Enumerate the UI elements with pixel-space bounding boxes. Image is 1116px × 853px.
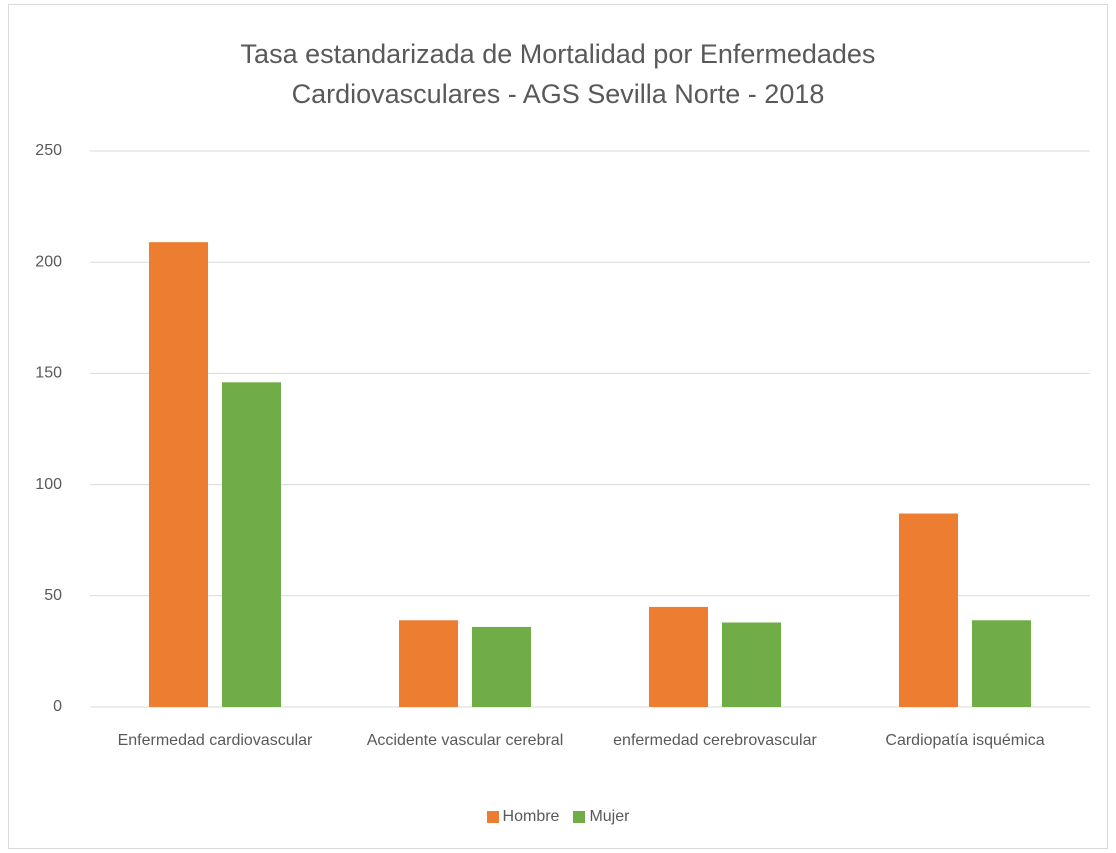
y-tick-label: 50 [44, 587, 62, 604]
y-tick-label: 100 [35, 476, 62, 493]
bar [399, 620, 458, 707]
y-tick-label: 250 [35, 142, 62, 159]
legend-label: Mujer [589, 808, 630, 825]
y-tick-label: 0 [53, 698, 62, 715]
legend-label: Hombre [502, 808, 560, 825]
x-tick-label: enfermedad cerebrovascular [613, 732, 817, 749]
y-tick-label: 200 [35, 253, 62, 270]
legend-swatch [486, 811, 499, 823]
bar [472, 626, 531, 707]
legend-swatch [573, 811, 586, 823]
bar [899, 513, 958, 707]
legend-item: Mujer [573, 808, 629, 826]
bar [649, 606, 708, 707]
legend: Hombre Mujer [0, 808, 1116, 826]
x-tick-label: Accidente vascular cerebral [366, 732, 564, 749]
bar [149, 242, 208, 707]
legend-item: Hombre [486, 808, 560, 826]
bar [222, 382, 281, 707]
chart-title: Tasa estandarizada de Mortalidad por Enf… [240, 39, 876, 109]
chart-frame [8, 4, 1108, 849]
bar [972, 620, 1031, 707]
x-tick-label: Enfermedad cardiovascular [117, 732, 313, 749]
y-tick-label: 150 [35, 365, 62, 382]
x-tick-label: Cardiopatía isquémica [885, 732, 1045, 749]
bar [722, 622, 781, 707]
